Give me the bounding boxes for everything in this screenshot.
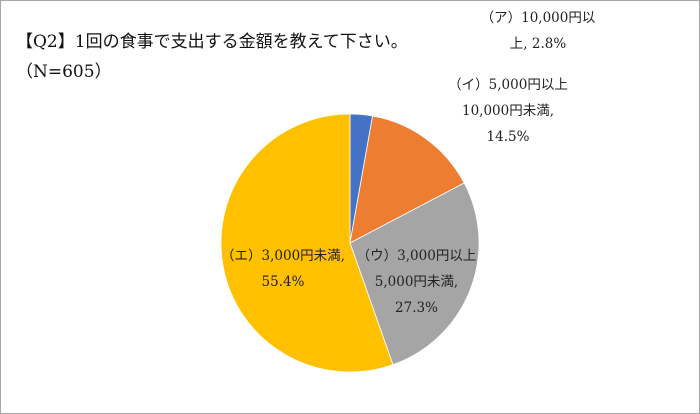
slice-d [220,113,394,373]
slice-c [349,182,480,366]
data-label-a: （ア）10,000円以 上, 2.8% [480,10,596,52]
data-label-d: （エ）3,000円未満, 55.4% [221,248,345,290]
slice-b [349,115,465,244]
chart-subtitle: （N=605） [16,62,112,82]
data-label-c: （ウ）3,000円以上 5,000円未満, 27.3% [356,248,477,316]
data-label-b: （イ）5,000円以上 10,000円未満, 14.5% [448,77,568,145]
chart-title: 【Q2】1回の食事で支出する金額を教えて下さい。 [16,32,408,52]
